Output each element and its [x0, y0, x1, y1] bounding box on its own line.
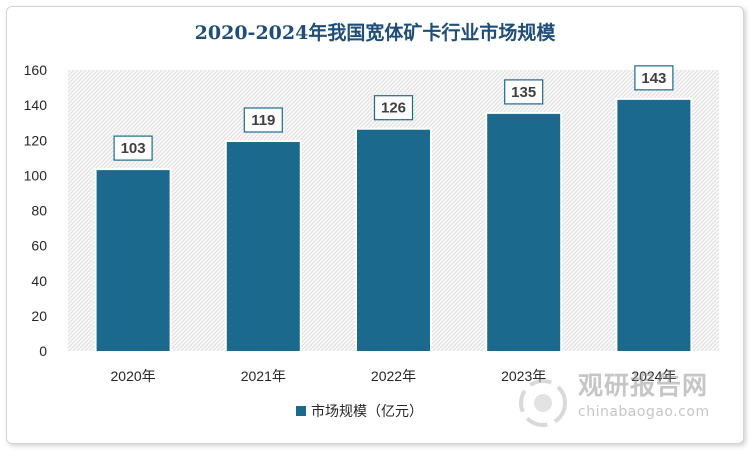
- legend: 市场规模（亿元）: [296, 403, 423, 419]
- y-tick-label: 160: [24, 62, 48, 78]
- data-label-box: [373, 95, 414, 121]
- y-tick-label: 60: [31, 238, 47, 254]
- watermark-cn-text: 观研报告网: [578, 371, 709, 400]
- data-label: 135: [511, 84, 536, 101]
- legend-label: 市场规模（亿元）: [311, 403, 423, 419]
- y-axis: 0 20 40 60 80 100 120 140 160: [24, 62, 48, 359]
- bar: [617, 99, 691, 351]
- y-tick-label: 20: [31, 308, 47, 324]
- x-tick-label: 2020年: [111, 368, 156, 384]
- bar: [357, 129, 430, 351]
- bar: [487, 113, 561, 351]
- y-tick-label: 80: [31, 203, 47, 219]
- y-tick-label: 140: [24, 97, 48, 113]
- data-label: 103: [121, 140, 146, 157]
- watermark-en-text: chinabaogao.com: [578, 404, 710, 420]
- data-label: 119: [251, 112, 275, 129]
- x-tick-label: 2021年: [241, 368, 286, 384]
- y-tick-label: 120: [24, 132, 48, 148]
- x-tick-label: 2024年: [631, 368, 676, 384]
- chart-title: 2020-2024年我国宽体矿卡行业市场规模: [194, 22, 556, 44]
- watermark: 观研报告网 chinabaogao.com: [518, 366, 723, 432]
- data-label-box: [243, 107, 283, 133]
- data-label-box: [504, 79, 544, 105]
- data-label-box: [113, 135, 153, 161]
- y-tick-label: 100: [24, 167, 48, 183]
- data-label: 126: [381, 100, 406, 117]
- bar: [226, 142, 300, 351]
- bar: [96, 170, 170, 351]
- x-axis: 2020年 2021年 2022年 2023年 2024年: [111, 368, 677, 384]
- data-label-box: [634, 65, 674, 91]
- x-tick-label: 2022年: [371, 368, 416, 384]
- bar-series: 103 119 126 135 143: [94, 65, 693, 352]
- y-tick-label: 40: [31, 273, 47, 289]
- x-tick-label: 2023年: [501, 368, 546, 384]
- data-label: 143: [641, 70, 666, 87]
- y-tick-label: 0: [39, 343, 47, 359]
- watermark-logo-icon: [519, 379, 567, 427]
- legend-swatch: [296, 406, 306, 416]
